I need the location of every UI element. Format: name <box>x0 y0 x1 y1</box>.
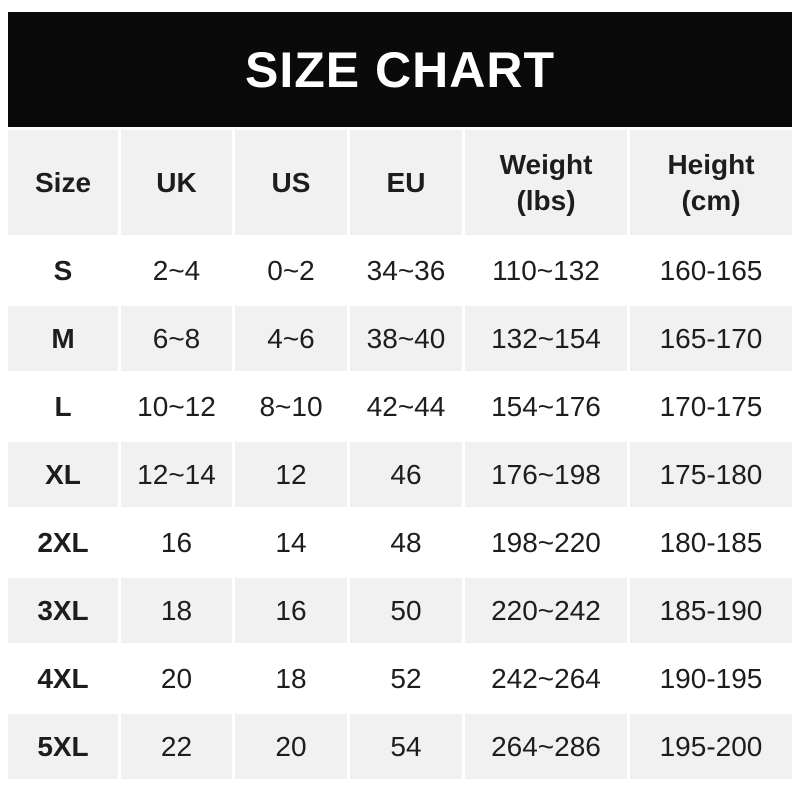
size-table-body: S 2~4 0~2 34~36 110~132 160-165 M 6~8 4~… <box>8 238 792 779</box>
cell-height: 190-195 <box>630 646 792 711</box>
cell-us: 4~6 <box>235 306 347 371</box>
cell-us: 12 <box>235 442 347 507</box>
cell-height: 175-180 <box>630 442 792 507</box>
cell-uk: 20 <box>121 646 232 711</box>
cell-eu: 42~44 <box>350 374 462 439</box>
page-title: SIZE CHART <box>245 41 555 98</box>
cell-weight: 110~132 <box>465 238 627 303</box>
cell-eu: 46 <box>350 442 462 507</box>
header-height: Height (cm) <box>630 130 792 235</box>
cell-height: 195-200 <box>630 714 792 779</box>
cell-weight: 220~242 <box>465 578 627 643</box>
table-row-m: M 6~8 4~6 38~40 132~154 165-170 <box>8 306 792 371</box>
header-us: US <box>235 130 347 235</box>
cell-uk: 10~12 <box>121 374 232 439</box>
cell-weight: 154~176 <box>465 374 627 439</box>
cell-us: 8~10 <box>235 374 347 439</box>
cell-eu: 50 <box>350 578 462 643</box>
header-height-label: Height <box>667 148 755 180</box>
header-weight-unit: (lbs) <box>516 184 576 216</box>
cell-us: 18 <box>235 646 347 711</box>
cell-height: 160-165 <box>630 238 792 303</box>
header-row: Size UK US EU Weight (lbs) Height (cm) <box>8 130 792 235</box>
cell-uk: 22 <box>121 714 232 779</box>
cell-height: 185-190 <box>630 578 792 643</box>
cell-us: 0~2 <box>235 238 347 303</box>
cell-size: L <box>8 374 118 439</box>
size-table-header: Size UK US EU Weight (lbs) Height (cm) <box>8 130 792 235</box>
cell-size: 3XL <box>8 578 118 643</box>
cell-eu: 54 <box>350 714 462 779</box>
cell-uk: 2~4 <box>121 238 232 303</box>
header-height-unit: (cm) <box>681 184 741 216</box>
table-row-4xl: 4XL 20 18 52 242~264 190-195 <box>8 646 792 711</box>
header-eu: EU <box>350 130 462 235</box>
table-row-3xl: 3XL 18 16 50 220~242 185-190 <box>8 578 792 643</box>
header-weight-label: Weight <box>499 148 593 180</box>
cell-height: 180-185 <box>630 510 792 575</box>
cell-eu: 52 <box>350 646 462 711</box>
header-uk: UK <box>121 130 232 235</box>
cell-size: 2XL <box>8 510 118 575</box>
size-chart-banner: SIZE CHART <box>8 12 792 127</box>
cell-eu: 38~40 <box>350 306 462 371</box>
cell-size: 4XL <box>8 646 118 711</box>
cell-uk: 6~8 <box>121 306 232 371</box>
cell-weight: 242~264 <box>465 646 627 711</box>
header-size: Size <box>8 130 118 235</box>
cell-weight: 264~286 <box>465 714 627 779</box>
table-row-l: L 10~12 8~10 42~44 154~176 170-175 <box>8 374 792 439</box>
header-uk-label: UK <box>156 166 197 198</box>
cell-weight: 176~198 <box>465 442 627 507</box>
header-size-label: Size <box>34 166 92 198</box>
table-row-2xl: 2XL 16 14 48 198~220 180-185 <box>8 510 792 575</box>
cell-uk: 16 <box>121 510 232 575</box>
cell-height: 165-170 <box>630 306 792 371</box>
cell-weight: 198~220 <box>465 510 627 575</box>
header-us-label: US <box>271 166 311 198</box>
cell-size: 5XL <box>8 714 118 779</box>
table-row-s: S 2~4 0~2 34~36 110~132 160-165 <box>8 238 792 303</box>
cell-uk: 12~14 <box>121 442 232 507</box>
cell-size: S <box>8 238 118 303</box>
header-weight: Weight (lbs) <box>465 130 627 235</box>
header-eu-label: EU <box>386 166 426 198</box>
cell-us: 14 <box>235 510 347 575</box>
cell-size: M <box>8 306 118 371</box>
cell-us: 20 <box>235 714 347 779</box>
cell-height: 170-175 <box>630 374 792 439</box>
size-table: Size UK US EU Weight (lbs) Height (cm) S 2… <box>5 127 795 782</box>
table-row-xl: XL 12~14 12 46 176~198 175-180 <box>8 442 792 507</box>
cell-weight: 132~154 <box>465 306 627 371</box>
cell-eu: 34~36 <box>350 238 462 303</box>
cell-size: XL <box>8 442 118 507</box>
cell-uk: 18 <box>121 578 232 643</box>
cell-us: 16 <box>235 578 347 643</box>
table-row-5xl: 5XL 22 20 54 264~286 195-200 <box>8 714 792 779</box>
cell-eu: 48 <box>350 510 462 575</box>
